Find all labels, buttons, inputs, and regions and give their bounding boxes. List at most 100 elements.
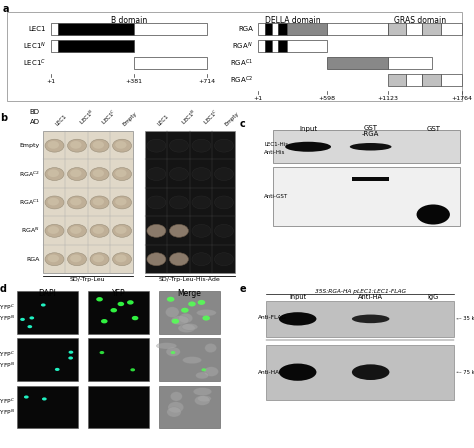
Circle shape [92, 226, 104, 234]
Text: Empty: Empty [224, 111, 240, 127]
Bar [51, 40, 58, 52]
Bar [279, 23, 287, 35]
Circle shape [45, 168, 64, 181]
Bar [327, 57, 388, 69]
Ellipse shape [167, 407, 181, 417]
Ellipse shape [350, 143, 392, 151]
Circle shape [90, 196, 109, 209]
Text: Input: Input [289, 294, 306, 300]
Bar [388, 74, 406, 86]
Ellipse shape [179, 313, 193, 323]
Bar [388, 23, 406, 35]
Text: -RGA: -RGA [362, 131, 379, 137]
Circle shape [192, 224, 211, 237]
Circle shape [112, 224, 131, 237]
Circle shape [112, 139, 131, 152]
Bar [287, 23, 327, 35]
Circle shape [70, 226, 82, 234]
Circle shape [45, 196, 64, 209]
Ellipse shape [194, 396, 210, 405]
Text: RGA$^{C1}$: RGA$^{C1}$ [19, 198, 40, 207]
Circle shape [92, 198, 104, 206]
Circle shape [90, 168, 109, 181]
Circle shape [27, 325, 32, 328]
Bar [134, 23, 207, 35]
Circle shape [147, 168, 166, 181]
Text: SD/-Trp-Leu: SD/-Trp-Leu [70, 277, 106, 282]
Bar [266, 345, 454, 400]
Circle shape [170, 139, 189, 152]
Text: Merge: Merge [178, 289, 201, 298]
Text: SD/-Trp-Leu-His-Ade: SD/-Trp-Leu-His-Ade [159, 277, 220, 282]
Text: – 35 kD: – 35 kD [459, 316, 474, 321]
Text: LEC1$^C$: LEC1$^C$ [100, 107, 119, 127]
Text: +1: +1 [46, 78, 55, 84]
Ellipse shape [279, 364, 317, 381]
Text: b: b [0, 113, 7, 123]
Bar [264, 40, 272, 52]
Bar [264, 23, 272, 35]
Text: DAPI: DAPI [38, 289, 56, 298]
Circle shape [167, 297, 174, 302]
Ellipse shape [182, 323, 198, 330]
Text: YFP: YFP [112, 289, 125, 298]
Ellipse shape [196, 372, 209, 379]
Text: LEC1-His: LEC1-His [264, 142, 288, 147]
Circle shape [92, 141, 104, 149]
Bar [88, 292, 149, 334]
Text: B domain: B domain [111, 16, 147, 25]
Ellipse shape [198, 396, 211, 402]
Circle shape [24, 396, 29, 399]
Text: RGA$^{C2}$: RGA$^{C2}$ [19, 169, 40, 179]
Circle shape [100, 351, 104, 354]
Bar [406, 74, 422, 86]
Ellipse shape [182, 357, 201, 364]
Circle shape [45, 224, 64, 237]
Bar [145, 131, 235, 273]
Circle shape [92, 169, 104, 177]
Text: DELLA domain: DELLA domain [264, 16, 320, 25]
Bar [422, 23, 441, 35]
Text: Anti-HA: Anti-HA [258, 370, 280, 375]
Text: LEC1$^N$: LEC1$^N$ [179, 107, 199, 127]
Text: – 75 kD: – 75 kD [459, 370, 474, 375]
Text: GST: GST [364, 125, 378, 131]
Circle shape [47, 198, 59, 206]
Circle shape [42, 397, 47, 401]
Text: LEC1: LEC1 [55, 114, 68, 127]
Circle shape [214, 139, 233, 152]
Ellipse shape [156, 343, 177, 349]
Circle shape [170, 196, 189, 209]
Bar [422, 74, 441, 86]
Circle shape [170, 253, 189, 266]
Bar [258, 40, 264, 52]
Circle shape [67, 139, 86, 152]
Circle shape [214, 253, 233, 266]
Text: GRAS domain: GRAS domain [394, 16, 446, 25]
Bar [287, 40, 327, 52]
Circle shape [170, 224, 189, 237]
Bar [88, 339, 149, 381]
Circle shape [181, 308, 189, 313]
Ellipse shape [285, 142, 331, 152]
Circle shape [70, 198, 82, 206]
Bar [17, 385, 78, 428]
Circle shape [68, 357, 73, 360]
Circle shape [47, 169, 59, 177]
Text: GST: GST [426, 126, 440, 132]
Text: EYFP$^C$
/LEC1-EYFP$^N$: EYFP$^C$ /LEC1-EYFP$^N$ [0, 350, 15, 370]
Circle shape [202, 315, 210, 321]
Bar [327, 23, 388, 35]
Circle shape [147, 139, 166, 152]
Circle shape [188, 302, 196, 306]
Bar [17, 339, 78, 381]
Circle shape [67, 224, 86, 237]
Bar [272, 23, 279, 35]
Bar [279, 40, 287, 52]
Circle shape [147, 224, 166, 237]
Text: LEC1$^N$: LEC1$^N$ [23, 40, 46, 52]
Text: Anti-FLAG: Anti-FLAG [258, 315, 287, 320]
Bar [266, 301, 454, 337]
Circle shape [90, 139, 109, 152]
Circle shape [55, 368, 60, 371]
